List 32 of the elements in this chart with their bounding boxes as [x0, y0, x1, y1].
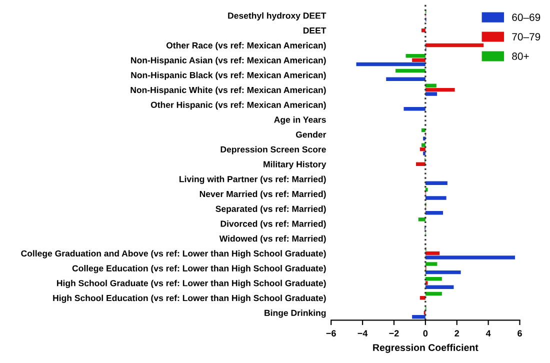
y-tick-label: Living with Partner (vs ref: Married) — [180, 176, 326, 184]
y-tick-label: Gender — [296, 131, 326, 138]
y-tick-label: Non-Hispanic White (vs ref: Mexican American) — [130, 86, 326, 95]
y-tick-label: Desethyl hydroxy DEET — [228, 12, 326, 20]
legend-label: 80+ — [512, 52, 529, 60]
x-tick-label: −6 — [326, 330, 336, 337]
x-axis-title: Regression Coefficient — [373, 344, 478, 353]
x-tick-label: −4 — [358, 330, 368, 336]
y-tick-label: College Education (vs ref: Lower than High School Graduate) — [72, 264, 326, 274]
x-tick-label: 2 — [454, 330, 460, 336]
x-tick-label: −2 — [389, 330, 399, 336]
y-tick-label: Age in Years — [274, 116, 326, 125]
y-tick-label: High School Education (vs ref: Lower than High School Graduate) — [53, 294, 326, 303]
y-tick-label: Military History — [264, 160, 326, 170]
y-tick-label: High School Graduate (vs ref: Lower than High School Graduate) — [57, 280, 326, 288]
x-tick-label: 4 — [486, 330, 491, 336]
y-tick-label: Other Race (vs ref: Mexican American) — [166, 42, 326, 50]
y-tick-label: Binge Drinking — [264, 310, 326, 318]
y-tick-label: Other Hispanic (vs ref: Mexican American) — [150, 102, 326, 110]
x-tick-label: 0 — [423, 330, 428, 337]
x-tick-label: 6 — [518, 330, 522, 337]
y-tick-label: DEET — [303, 28, 326, 34]
legend-label: 60–69 — [512, 14, 540, 22]
y-tick-label: Separated (vs ref: Married) — [216, 206, 326, 214]
y-tick-label: Depression Screen Score — [220, 146, 326, 154]
y-tick-label: Widowed (vs ref: Married) — [219, 235, 326, 244]
y-tick-label: Never Married (vs ref: Married) — [200, 190, 326, 199]
y-tick-label: Non-Hispanic Asian (vs ref: Mexican American) — [131, 56, 326, 66]
y-tick-label: Divorced (vs ref: Married) — [220, 220, 326, 229]
y-tick-label: Non-Hispanic Black (vs ref: Mexican American) — [131, 72, 326, 80]
y-tick-label: College Graduation and Above (vs ref: Lower than High School Graduate) — [21, 250, 326, 258]
legend-label: 70–79 — [512, 33, 540, 40]
